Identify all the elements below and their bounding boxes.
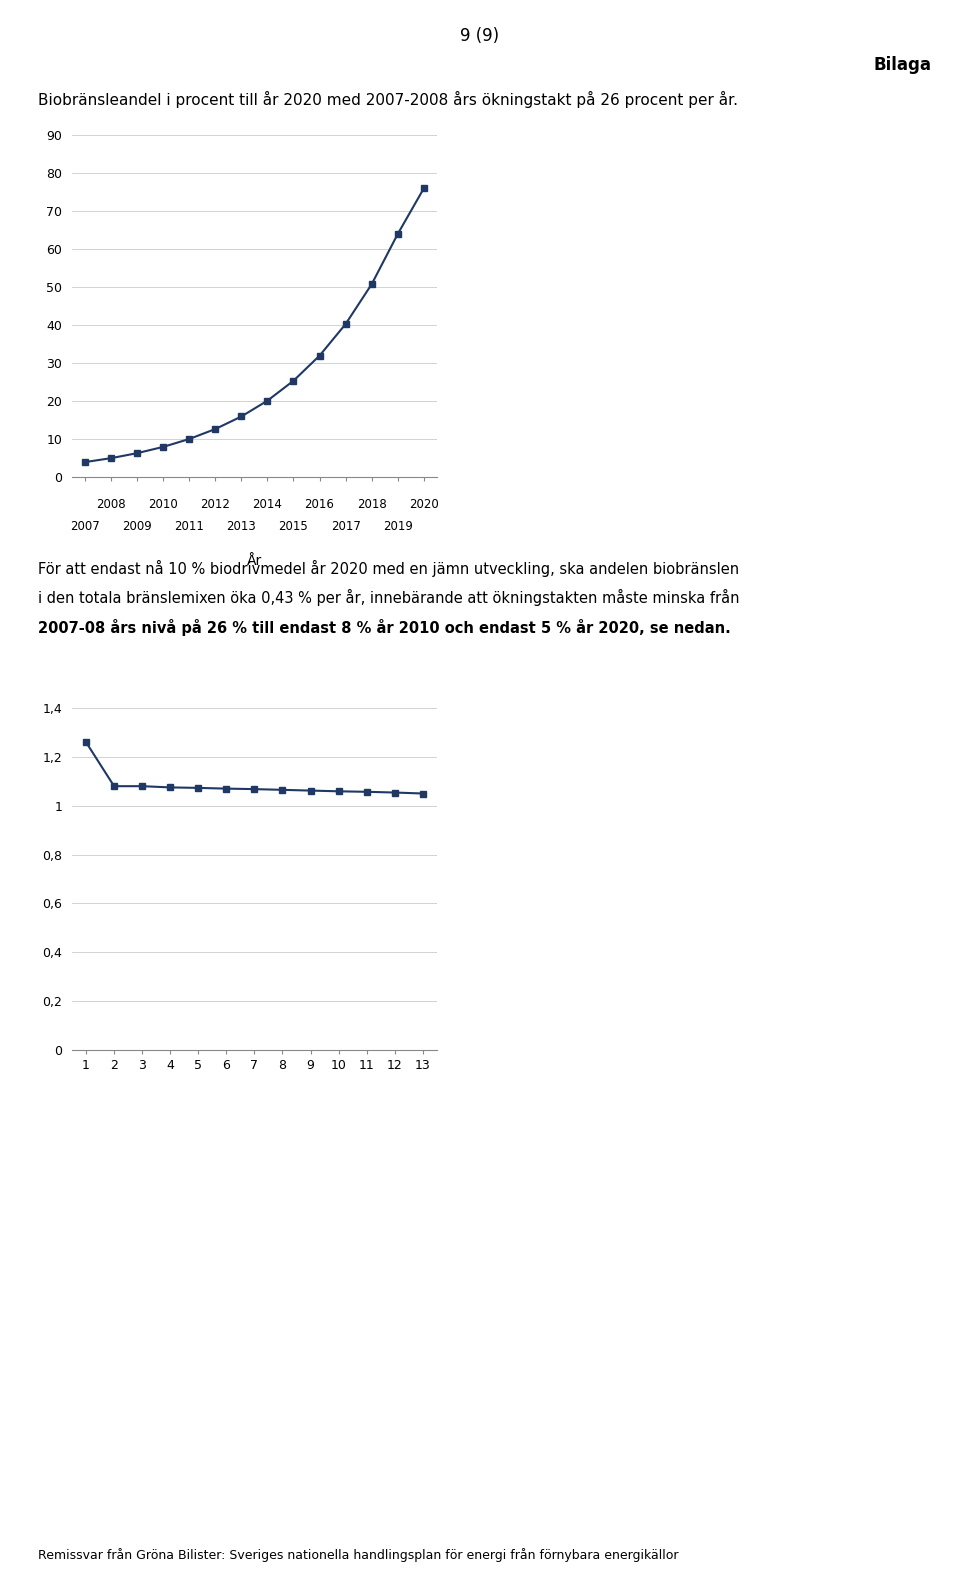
Text: i den totala bränslemixen öka 0,43 % per år, innebärande att ökningstakten måste: i den totala bränslemixen öka 0,43 % per…	[38, 589, 740, 606]
Text: Bilaga: Bilaga	[874, 56, 931, 73]
Text: 2013: 2013	[227, 520, 256, 533]
Text: 2020: 2020	[409, 498, 439, 511]
Text: För att endast nå 10 % biodrivmedel år 2020 med en jämn utveckling, ska andelen : För att endast nå 10 % biodrivmedel år 2…	[38, 560, 739, 578]
Text: 2009: 2009	[122, 520, 152, 533]
Text: 2007: 2007	[70, 520, 100, 533]
Text: Biobränsleandel i procent till år 2020 med 2007-2008 års ökningstakt på 26 proce: Biobränsleandel i procent till år 2020 m…	[38, 91, 738, 108]
Text: 2017: 2017	[330, 520, 361, 533]
Text: 2007-08 års nivå på 26 % till endast 8 % år 2010 och endast 5 % år 2020, se neda: 2007-08 års nivå på 26 % till endast 8 %…	[38, 619, 732, 636]
Text: 2012: 2012	[201, 498, 230, 511]
Text: 2019: 2019	[383, 520, 413, 533]
Text: 2016: 2016	[304, 498, 334, 511]
Text: 2014: 2014	[252, 498, 282, 511]
Text: 2008: 2008	[96, 498, 126, 511]
Text: Remissvar från Gröna Bilister: Sveriges nationella handlingsplan för energi från: Remissvar från Gröna Bilister: Sveriges …	[38, 1548, 679, 1562]
Text: 2011: 2011	[175, 520, 204, 533]
Text: 2018: 2018	[357, 498, 387, 511]
Text: 2010: 2010	[149, 498, 178, 511]
Text: 2015: 2015	[278, 520, 308, 533]
Text: 9 (9): 9 (9)	[461, 27, 499, 45]
Text: År: År	[247, 554, 262, 568]
